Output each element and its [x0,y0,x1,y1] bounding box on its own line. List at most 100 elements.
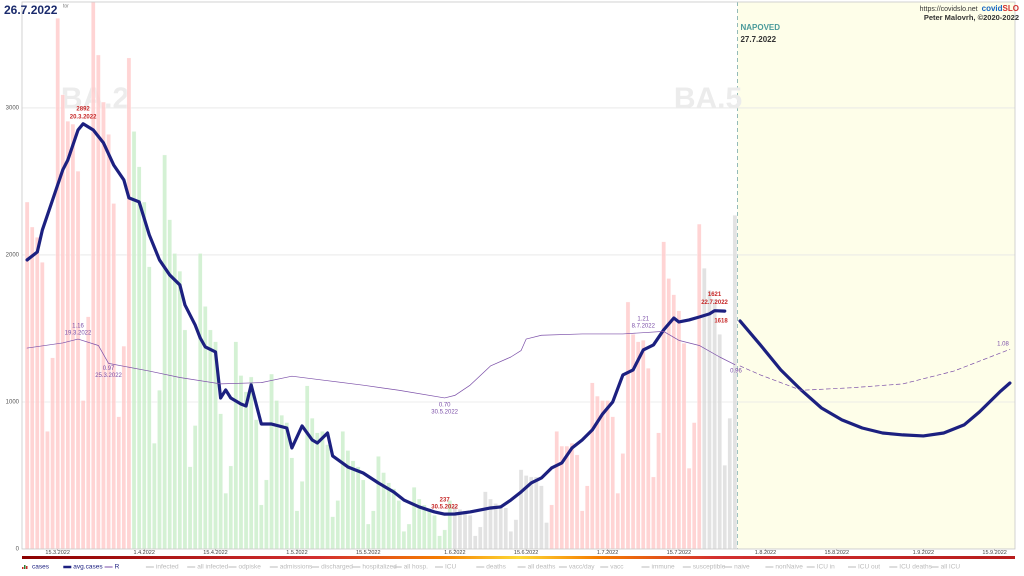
bar [360,479,366,549]
legend-item[interactable]: vacc/day [558,564,595,571]
legend-label[interactable]: ICU deaths [899,564,932,571]
bar [529,476,534,549]
legend-label[interactable]: R [115,564,120,571]
bar [549,504,554,549]
bar [676,310,682,549]
legend-item[interactable]: all infected [187,564,229,571]
bar [386,482,391,549]
bar [437,535,442,549]
series-line [26,331,736,399]
bar [595,395,600,549]
bar [554,431,559,549]
legend-label[interactable]: odpiske [239,564,262,571]
legend-item[interactable]: all hosp. [393,564,428,571]
legend-item[interactable]: ICU deaths [889,564,933,571]
legend-item[interactable]: admissions [269,564,313,571]
legend-item[interactable]: ICU in [806,564,835,571]
legend-label[interactable]: cases [32,564,50,571]
bar [661,241,666,549]
legend-label[interactable]: vacc/day [569,564,595,571]
bar [518,469,524,549]
bar [732,215,738,549]
bar [304,385,310,549]
legend-item[interactable]: cases [22,564,50,571]
bar [605,400,610,549]
bar [442,529,447,549]
annotation-value: 1.08 [997,342,1009,348]
legend-label[interactable]: hospitalized [362,564,397,571]
legend-label[interactable]: immune [652,564,676,571]
bar [320,431,325,549]
legend-item[interactable]: vacc [600,564,624,571]
bar [157,390,162,549]
legend-item[interactable]: deaths [476,564,507,571]
bar [707,290,712,549]
bar [86,316,91,549]
legend-label[interactable]: ICU in [817,564,835,571]
legend-item[interactable]: avg.cases [63,564,103,571]
bar [473,535,478,549]
bar [722,465,727,549]
annotation-date: 25.3.2022 [95,373,122,379]
legend-item[interactable]: naive [724,564,750,571]
legend-label[interactable]: deaths [486,564,506,571]
bar [615,492,620,549]
bar [40,262,45,549]
annotation-value: 0.70 [439,403,451,409]
bar [493,503,498,549]
legend-item[interactable]: all ICU [930,564,961,571]
legend-label[interactable]: admissions [280,564,313,571]
forecast-region [737,2,1015,549]
bar [585,485,590,549]
bar [243,391,249,549]
bar [289,457,295,549]
legend-label[interactable]: nonNaive [775,564,803,571]
legend-item[interactable]: ICU out [848,564,880,571]
y-tick-label: 2000 [6,253,20,259]
bar [340,431,346,549]
legend-item[interactable]: immune [641,564,676,571]
bar [625,301,631,549]
bar [24,201,30,549]
annotation-value: 1.16 [72,324,84,330]
annotation-value: 1621 [708,292,722,298]
legend-label[interactable]: avg.cases [73,564,103,571]
legend-item[interactable]: all deaths [517,564,557,571]
bar [544,522,549,549]
legend-item[interactable]: R [104,564,120,571]
legend-label[interactable]: susceptible [693,564,726,571]
bar [681,343,687,549]
legend-item[interactable]: susceptible [682,564,726,571]
legend-label[interactable]: discharged [321,564,353,571]
legend-label[interactable]: all infected [197,564,228,571]
bar [666,278,671,549]
legend-item[interactable]: hospitalized [352,564,397,571]
bar [254,419,259,549]
bar [213,341,218,549]
legend-label[interactable]: all hosp. [404,564,428,571]
bar [35,237,40,549]
bar [228,465,233,549]
legend-item[interactable]: infected [145,564,179,571]
legend-label[interactable]: all deaths [528,564,557,571]
series-line [25,122,727,516]
legend-item[interactable]: ICU [435,564,457,571]
bar [727,417,733,549]
legend-item[interactable]: discharged [311,564,353,571]
bar [279,415,284,549]
bar [574,454,580,549]
bar [152,442,157,549]
legend-item[interactable]: nonNaive [765,564,803,571]
bar [284,422,289,549]
legend-label[interactable]: naive [734,564,750,571]
legend-label[interactable]: all ICU [941,564,961,571]
legend-label[interactable]: vacc [610,564,624,571]
legend-label[interactable]: ICU [445,564,457,571]
legend-label[interactable]: infected [156,564,179,571]
chart-title: 26.7.2022 [4,3,58,17]
legend-label[interactable]: ICU out [858,564,880,571]
legend-item[interactable]: odpiske [228,564,262,571]
bar [630,334,636,549]
